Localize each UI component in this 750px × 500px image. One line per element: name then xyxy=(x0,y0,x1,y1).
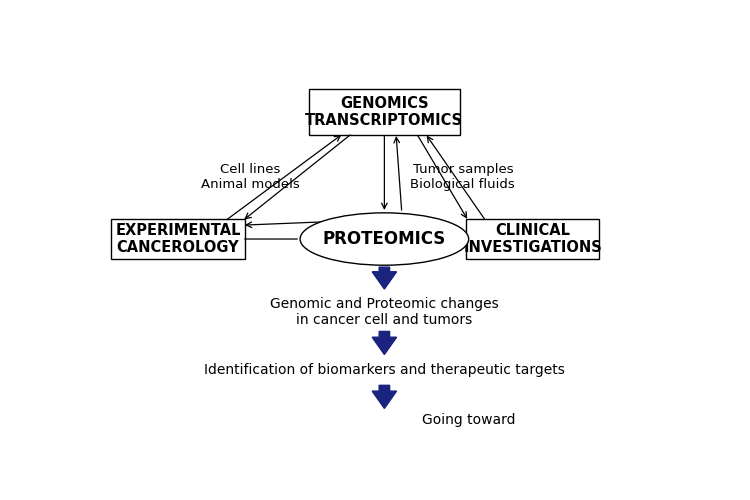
Text: CLINICAL
INVESTIGATIONS: CLINICAL INVESTIGATIONS xyxy=(464,223,602,255)
Text: EXPERIMENTAL
CANCEROLOGY: EXPERIMENTAL CANCEROLOGY xyxy=(116,223,241,255)
FancyBboxPatch shape xyxy=(466,220,599,258)
FancyArrow shape xyxy=(372,332,397,354)
FancyArrow shape xyxy=(372,386,397,408)
Text: PROTEOMICS: PROTEOMICS xyxy=(322,230,446,248)
Text: GENOMICS
TRANSCRIPTOMICS: GENOMICS TRANSCRIPTOMICS xyxy=(305,96,464,128)
FancyBboxPatch shape xyxy=(111,220,245,258)
Text: Identification of biomarkers and therapeutic targets: Identification of biomarkers and therape… xyxy=(204,363,565,377)
FancyArrow shape xyxy=(372,267,397,289)
Text: Going toward: Going toward xyxy=(422,413,516,427)
FancyBboxPatch shape xyxy=(309,89,460,135)
Text: Genomic and Proteomic changes
in cancer cell and tumors: Genomic and Proteomic changes in cancer … xyxy=(270,297,499,328)
Ellipse shape xyxy=(300,213,469,265)
Text: Tumor samples
Biological fluids: Tumor samples Biological fluids xyxy=(410,164,515,192)
Text: Cell lines
Animal models: Cell lines Animal models xyxy=(201,164,300,192)
